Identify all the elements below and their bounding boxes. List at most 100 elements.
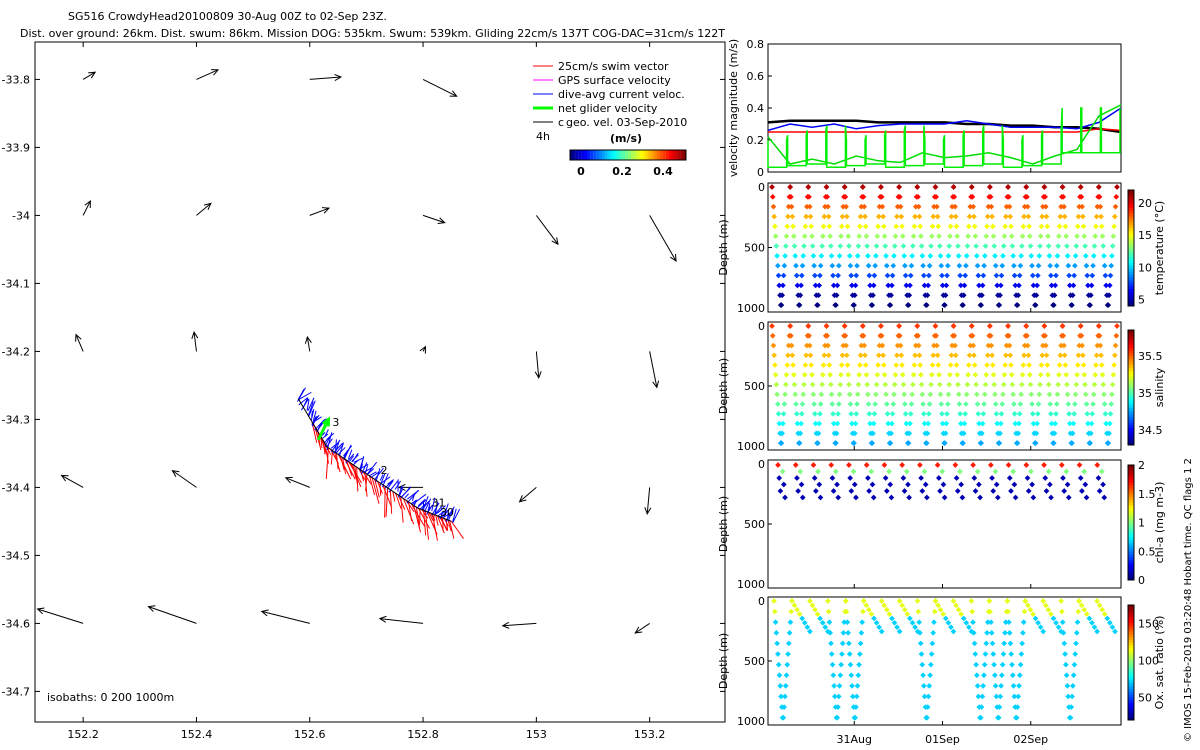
- salinity-cbar-tick: 35: [1138, 387, 1152, 400]
- swim-vector: [421, 509, 429, 519]
- temperature-sample: [1007, 213, 1014, 220]
- temperature-sample: [1083, 262, 1090, 269]
- salinity-sample: [969, 332, 976, 339]
- chlorophyll-cbar-cell: [1128, 519, 1134, 523]
- salinity-sample: [797, 430, 804, 437]
- salinity-sample: [789, 352, 796, 359]
- salinity-sample: [858, 342, 865, 349]
- temperature-sample: [1024, 203, 1031, 210]
- oxygen-cbar-cell: [1128, 616, 1134, 620]
- salinity-sample: [846, 391, 853, 398]
- salinity-sample: [891, 381, 898, 388]
- salinity-sample: [897, 342, 904, 349]
- oxygen-sample: [1099, 606, 1106, 613]
- temperature-sample: [896, 184, 902, 190]
- temperature-sample: [1059, 184, 1066, 190]
- temperature-cbar-cell: [1128, 219, 1134, 223]
- velocity-net-steps: [767, 107, 1121, 168]
- temperature-sample: [1057, 213, 1064, 220]
- oxygen-sample: [1020, 619, 1027, 626]
- oxygen-sample: [919, 661, 926, 668]
- oxygen-sample: [982, 651, 989, 657]
- salinity-sample: [828, 381, 834, 388]
- oxygen-cbar-tick: 50: [1138, 692, 1152, 705]
- dac-vector: [326, 438, 333, 447]
- salinity-sample: [920, 411, 927, 417]
- temperature-sample: [952, 213, 959, 220]
- salinity-depth-tick-label: 500: [744, 380, 765, 393]
- oxygen-sample: [1073, 640, 1079, 647]
- salinity-sample: [818, 391, 825, 398]
- temperature-sample: [858, 203, 865, 210]
- oxygen-sample: [789, 598, 795, 604]
- salinity-sample: [936, 381, 943, 388]
- temperature-sample: [1074, 233, 1080, 240]
- temperature-cbar-cell: [1128, 271, 1134, 275]
- temperature-cbar-cell: [1128, 253, 1134, 258]
- salinity-sample: [1008, 371, 1015, 378]
- geo-vector-head: [75, 333, 82, 342]
- chlorophyll-sample: [1083, 494, 1090, 501]
- oxygen-sample: [846, 640, 852, 647]
- temperature-sample: [847, 262, 854, 269]
- chlorophyll-cbar-cell: [1128, 559, 1134, 564]
- salinity-sample: [861, 342, 868, 349]
- oxygen-sample: [1060, 629, 1067, 636]
- temperature-sample: [910, 243, 916, 249]
- temperature-sample: [1096, 194, 1103, 200]
- dac-vector: [374, 467, 384, 480]
- oxygen-sample: [1002, 629, 1008, 636]
- oxygen-sample: [849, 683, 855, 689]
- temperature-sample: [1006, 203, 1013, 210]
- chlorophyll-sample: [847, 475, 853, 481]
- oxygen-sample: [1091, 624, 1098, 630]
- salinity-cbar-cell: [1128, 407, 1134, 411]
- temperature-sample: [1038, 223, 1045, 230]
- salinity-sample: [840, 342, 847, 349]
- track-label: 30: [440, 506, 454, 519]
- oxygen-sample: [950, 628, 957, 635]
- salinity-sample: [955, 381, 961, 388]
- chlorophyll-sample: [1081, 468, 1087, 475]
- salinity-sample: [1017, 401, 1024, 407]
- temperature-sample: [882, 243, 889, 249]
- salinity-sample: [961, 420, 968, 427]
- oxygen-sample: [970, 629, 977, 636]
- salinity-sample: [859, 323, 866, 329]
- chlorophyll-samples: [775, 462, 1108, 501]
- chlorophyll-sample: [1041, 462, 1047, 468]
- salinity-sample: [1024, 332, 1030, 339]
- temperature-sample: [1055, 243, 1061, 249]
- oxygen-sample: [1101, 611, 1108, 617]
- temperature-sample: [1018, 253, 1024, 259]
- dac-vector: [352, 452, 359, 463]
- temperature-sample: [997, 282, 1004, 289]
- dac-vector: [452, 508, 457, 523]
- chlorophyll-sample: [815, 468, 821, 475]
- salinity-sample: [1019, 381, 1025, 388]
- temperature-sample: [1052, 282, 1059, 289]
- oxygen-sample: [832, 693, 838, 700]
- salinity-sample: [1033, 430, 1040, 437]
- oxygen-cbar-cell: [1128, 605, 1134, 609]
- salinity-sample: [973, 381, 979, 388]
- salinity-sample: [1108, 401, 1115, 407]
- salinity-sample: [907, 420, 913, 427]
- salinity-sample: [1036, 391, 1043, 398]
- salinity-sample: [1081, 371, 1088, 378]
- oxygen-sample: [794, 606, 800, 613]
- temperature-sample: [1011, 262, 1017, 269]
- chlorophyll-sample: [797, 468, 804, 475]
- salinity-sample: [1027, 371, 1033, 378]
- temperature-sample: [929, 223, 936, 230]
- chlorophyll-cbar-cell: [1128, 577, 1134, 581]
- time-tick-label: 02Sep: [1013, 733, 1048, 746]
- chlorophyll-sample: [989, 475, 995, 481]
- salinity-sample: [1103, 420, 1109, 427]
- temperature-sample: [921, 282, 928, 289]
- salinity-sample: [907, 411, 914, 417]
- oxygen-sample: [931, 608, 938, 615]
